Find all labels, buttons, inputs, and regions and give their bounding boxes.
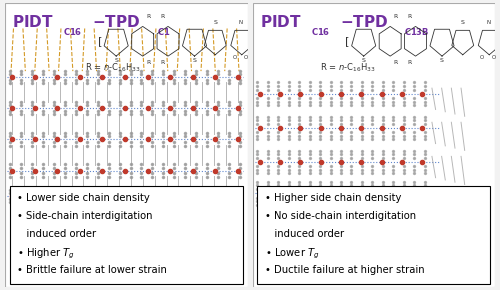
Text: R: R: [394, 60, 398, 65]
Text: O: O: [492, 55, 496, 60]
Text: • Higher side chain density: • Higher side chain density: [264, 193, 401, 203]
Text: [: [: [98, 36, 102, 46]
Text: $\bf{-TPD}$: $\bf{-TPD}$: [92, 14, 140, 30]
Text: • Lower $T_g$: • Lower $T_g$: [264, 247, 320, 261]
Text: R: R: [160, 60, 164, 65]
Text: S: S: [114, 58, 118, 63]
Text: S: S: [362, 58, 366, 63]
Text: R: R: [146, 60, 150, 65]
Text: R = $n$-C$_{16}$H$_{33}$: R = $n$-C$_{16}$H$_{33}$: [85, 61, 140, 74]
Text: • Side-chain interdigitation: • Side-chain interdigitation: [17, 211, 152, 221]
Text: $\bf{C16}$: $\bf{C16}$: [63, 26, 82, 37]
Text: S: S: [440, 58, 444, 63]
Text: R: R: [408, 60, 412, 65]
Text: • Higher $T_g$: • Higher $T_g$: [17, 247, 75, 261]
Text: ]: ]: [254, 36, 259, 46]
Text: S: S: [214, 20, 217, 25]
Text: $\bf{PIDT}$: $\bf{PIDT}$: [260, 14, 302, 30]
Text: N: N: [238, 20, 242, 25]
Text: R: R: [160, 14, 164, 19]
Bar: [258, 186, 490, 284]
Text: R: R: [408, 14, 412, 19]
Text: $\bf{C1}$: $\bf{C1}$: [156, 26, 170, 37]
Bar: [10, 186, 242, 284]
Text: $\bf{C16}$: $\bf{C16}$: [310, 26, 330, 37]
Text: S: S: [461, 20, 464, 25]
Text: • Brittle failure at lower strain: • Brittle failure at lower strain: [17, 265, 167, 275]
Text: O: O: [232, 55, 237, 60]
Text: [: [: [346, 36, 350, 46]
Text: R = $n$-C$_{16}$H$_{33}$: R = $n$-C$_{16}$H$_{33}$: [320, 61, 376, 74]
Text: • Lower side chain density: • Lower side chain density: [17, 193, 150, 203]
Text: • No side-chain interdigitation: • No side-chain interdigitation: [264, 211, 416, 221]
Text: R: R: [146, 14, 150, 19]
Text: $\bf{-TPD}$: $\bf{-TPD}$: [340, 14, 388, 30]
Text: induced order: induced order: [17, 229, 96, 239]
Text: $\bf{C13B}$: $\bf{C13B}$: [404, 26, 429, 37]
Text: induced order: induced order: [264, 229, 344, 239]
Text: R: R: [394, 14, 398, 19]
Text: O: O: [480, 55, 484, 60]
Text: O: O: [244, 55, 248, 60]
Text: S: S: [192, 58, 196, 63]
Text: n: n: [262, 49, 266, 55]
Text: N: N: [486, 20, 490, 25]
Text: • Ductile failure at higher strain: • Ductile failure at higher strain: [264, 265, 424, 275]
Text: $\bf{PIDT}$: $\bf{PIDT}$: [12, 14, 54, 30]
